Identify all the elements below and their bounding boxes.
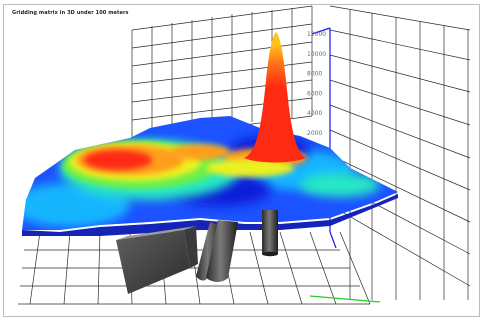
right-wall-grid	[329, 5, 471, 300]
z-tick-label: 10000	[307, 51, 326, 58]
z-tick-label: 12000	[307, 31, 326, 38]
cylinder-column-mid	[206, 220, 238, 282]
surface-peak	[244, 32, 306, 163]
block-column	[116, 226, 198, 294]
z-tick-label: 6000	[307, 90, 322, 97]
z-tick-label: 4000	[307, 110, 322, 117]
chart-title: Gridding matrix in 3D under 100 meters	[12, 10, 129, 16]
z-tick-label: 2000	[307, 130, 322, 137]
floor-accent	[309, 295, 381, 303]
z-axis-ticks: 12000 10000 8000 6000 4000 2000	[307, 31, 326, 137]
z-tick-label: 8000	[307, 71, 322, 78]
surface-base	[22, 194, 398, 236]
cylinder-column-right	[262, 210, 278, 254]
